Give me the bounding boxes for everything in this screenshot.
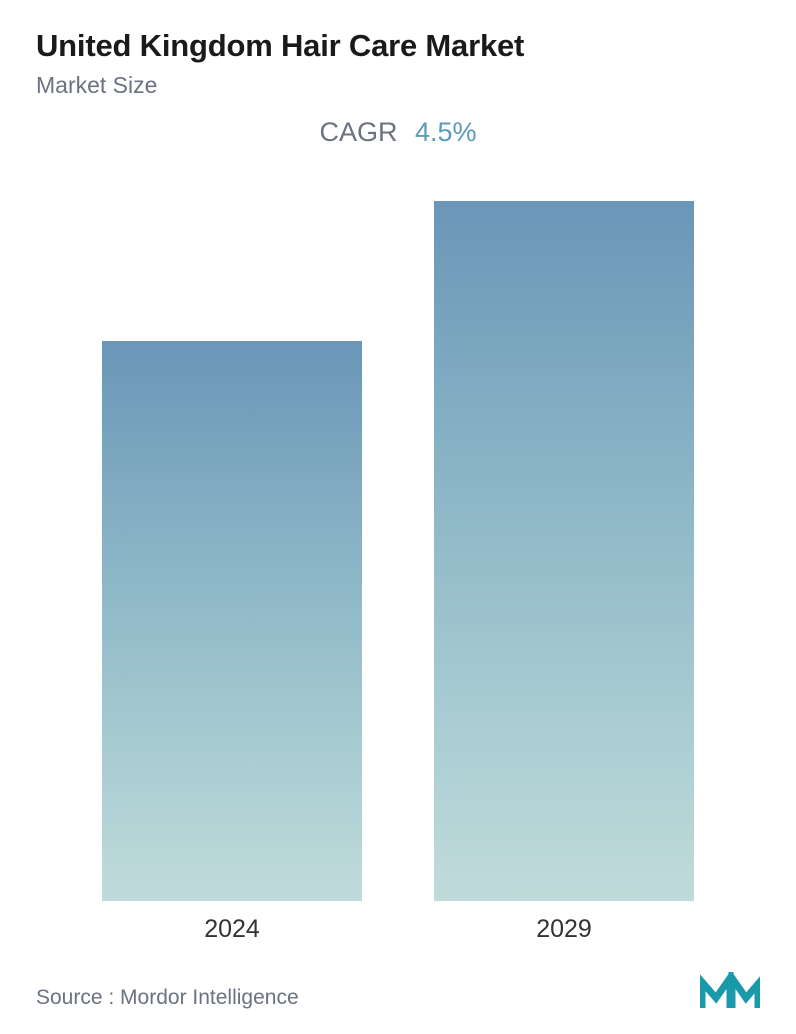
chart-container: United Kingdom Hair Care Market Market S… [0, 0, 796, 1034]
cagr-label: CAGR [319, 117, 397, 147]
source-text: Source : Mordor Intelligence [36, 986, 299, 1010]
chart-subtitle: Market Size [36, 72, 760, 99]
mordor-logo-icon [700, 972, 760, 1010]
cagr-value: 4.5% [415, 117, 477, 147]
x-label-0: 2024 [204, 915, 260, 944]
chart-footer: Source : Mordor Intelligence [36, 950, 760, 1010]
cagr-row: CAGR 4.5% [36, 117, 760, 148]
chart-plot-area: 2024 2029 [36, 158, 760, 950]
bar-group-1: 2029 [434, 201, 694, 944]
chart-title: United Kingdom Hair Care Market [36, 28, 760, 64]
bar-2029 [434, 201, 694, 901]
bar-2024 [102, 341, 362, 901]
x-label-1: 2029 [536, 915, 592, 944]
bar-group-0: 2024 [102, 341, 362, 944]
